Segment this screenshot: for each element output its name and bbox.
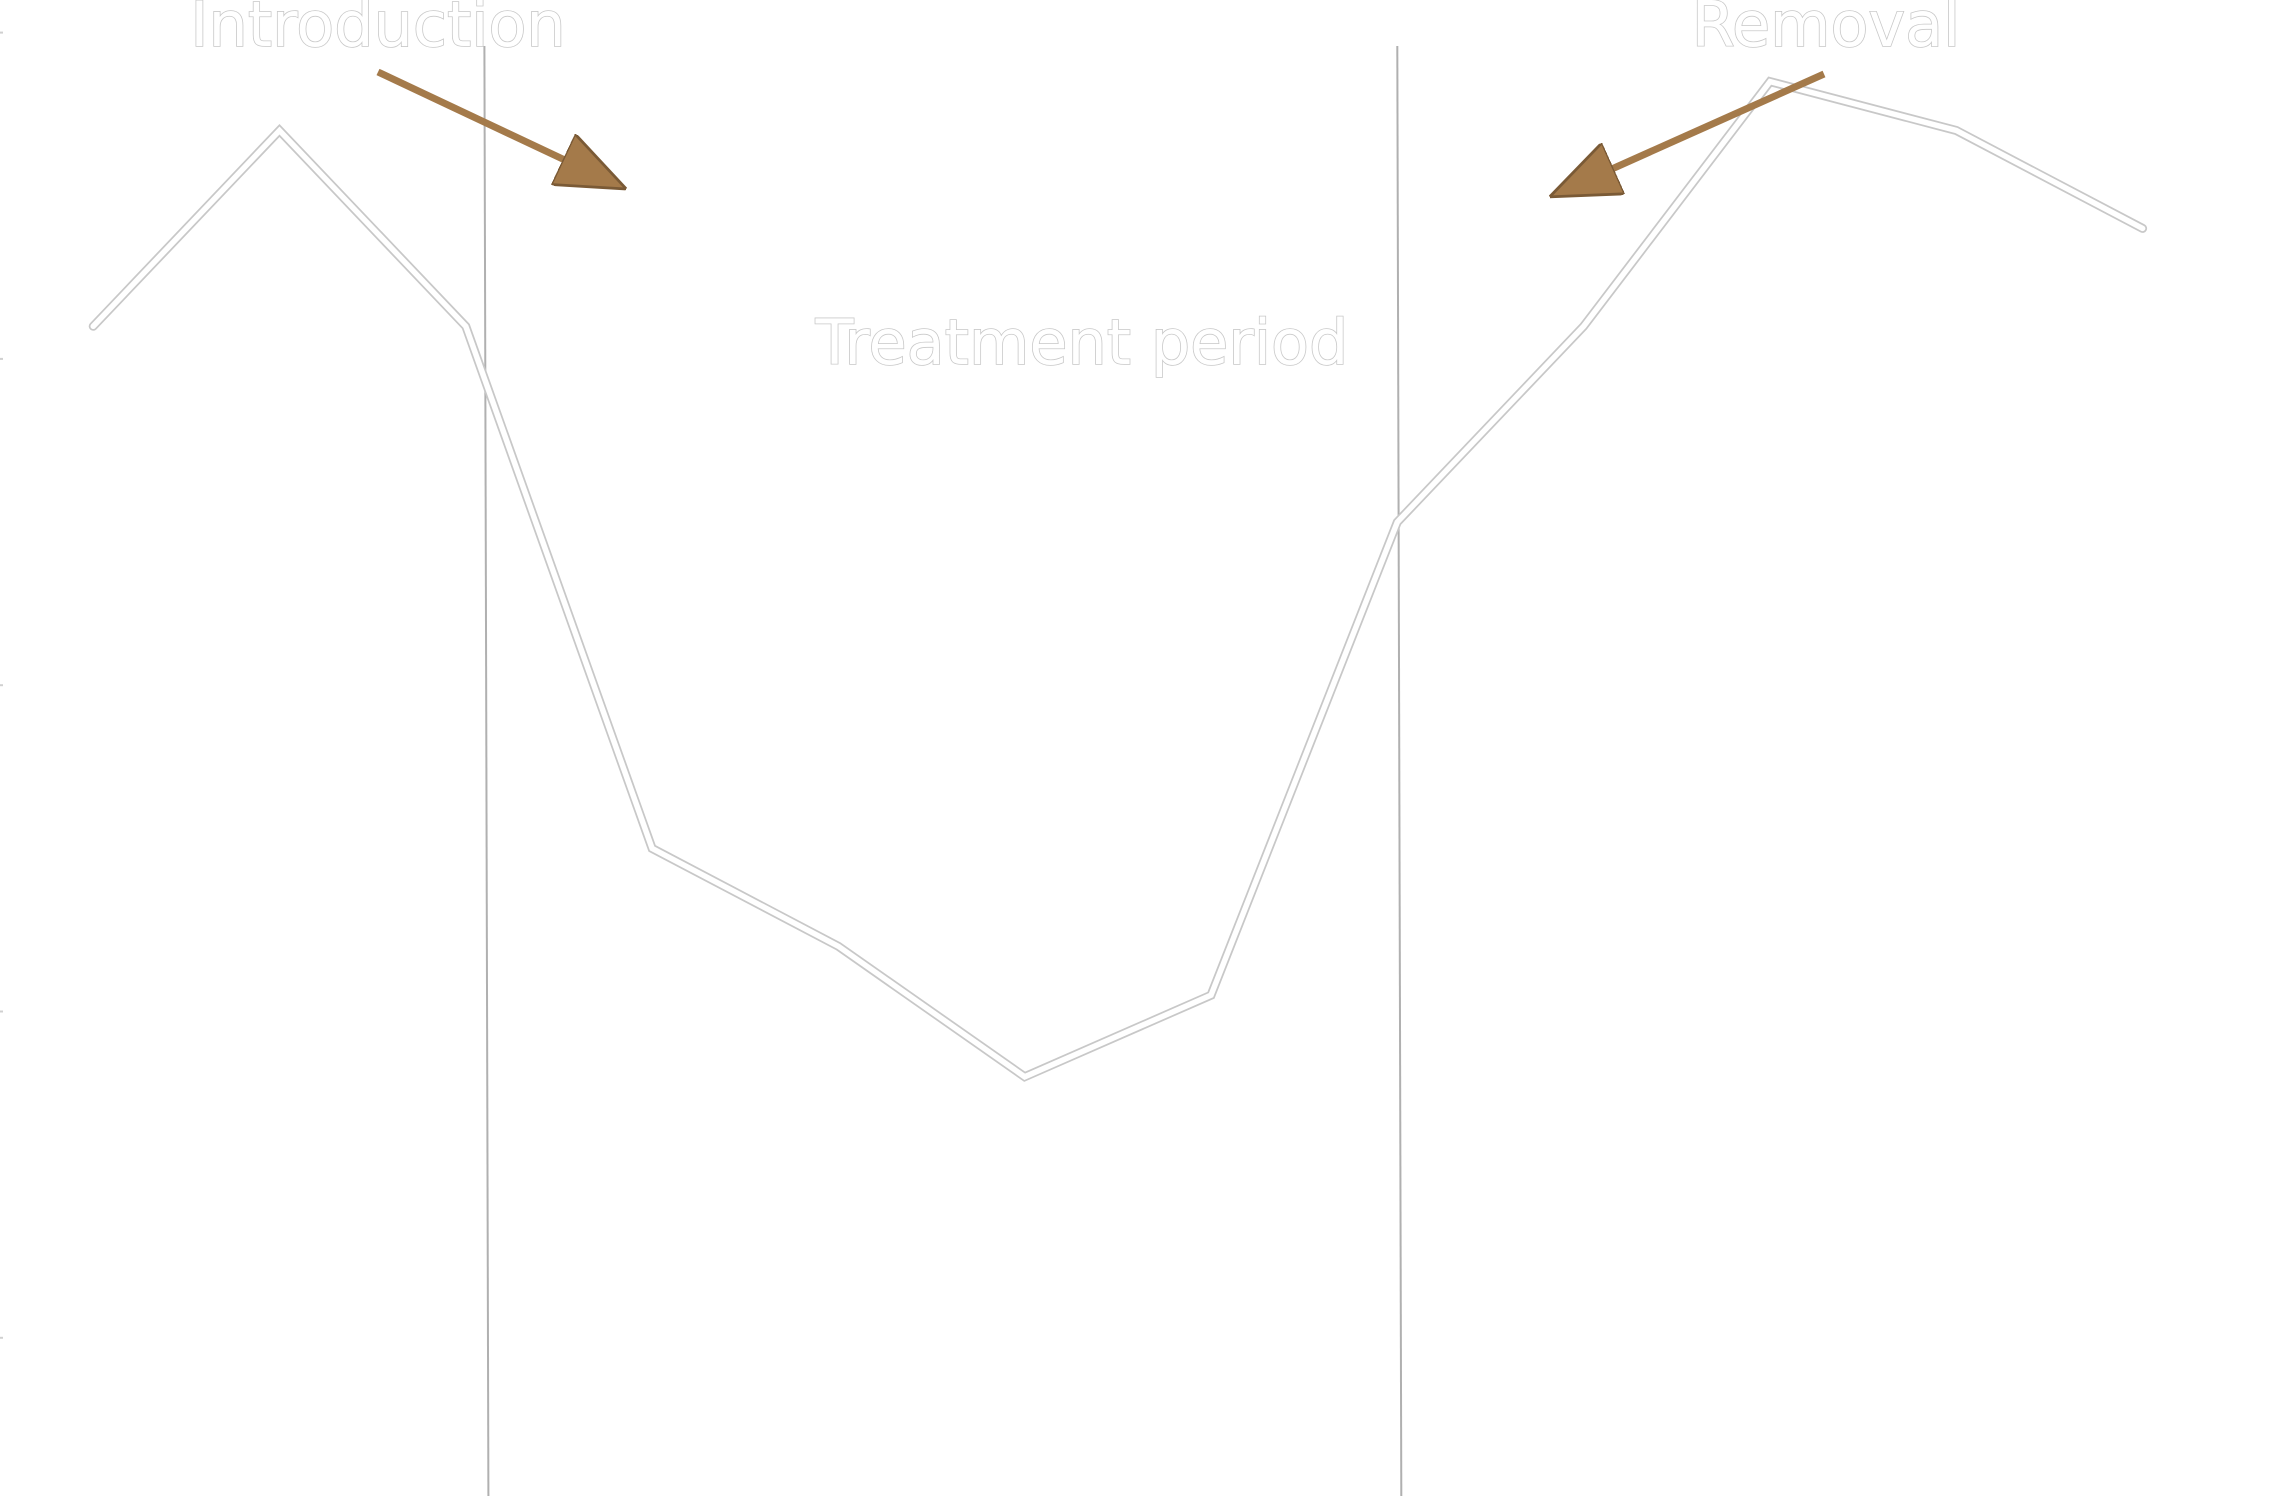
data-point — [278, 129, 281, 132]
data-point — [1769, 80, 1771, 83]
data-point — [1210, 994, 1212, 997]
series-line-fill — [90, 78, 2146, 1080]
data-point — [651, 847, 654, 850]
removal-divider-line — [1396, 45, 1403, 1497]
treatment-period-label: Treatment period — [815, 306, 1349, 379]
annotation-labels: Introduction Removal Treatment period — [189, 0, 1961, 380]
annotation-arrows — [376, 68, 1826, 194]
data-point — [1955, 129, 1958, 132]
series-line-outline — [88, 76, 2148, 1082]
data-point — [464, 325, 467, 328]
data-point — [837, 945, 840, 948]
introduction-divider-line — [483, 45, 490, 1497]
data-point — [1023, 1075, 1026, 1078]
data-point — [1396, 521, 1399, 524]
removal-arrow — [1556, 70, 1826, 194]
data-point — [1582, 325, 1585, 328]
introduction-arrow — [376, 68, 620, 186]
data-point — [92, 325, 95, 328]
removal-label: Removal — [1692, 0, 1961, 61]
data-point — [2141, 227, 2144, 230]
y-axis-ticks — [0, 31, 3, 1339]
phase-dividers — [483, 45, 1403, 1497]
series-line — [88, 76, 2148, 1082]
series-points — [92, 80, 2144, 1078]
introduction-label: Introduction — [190, 0, 565, 61]
